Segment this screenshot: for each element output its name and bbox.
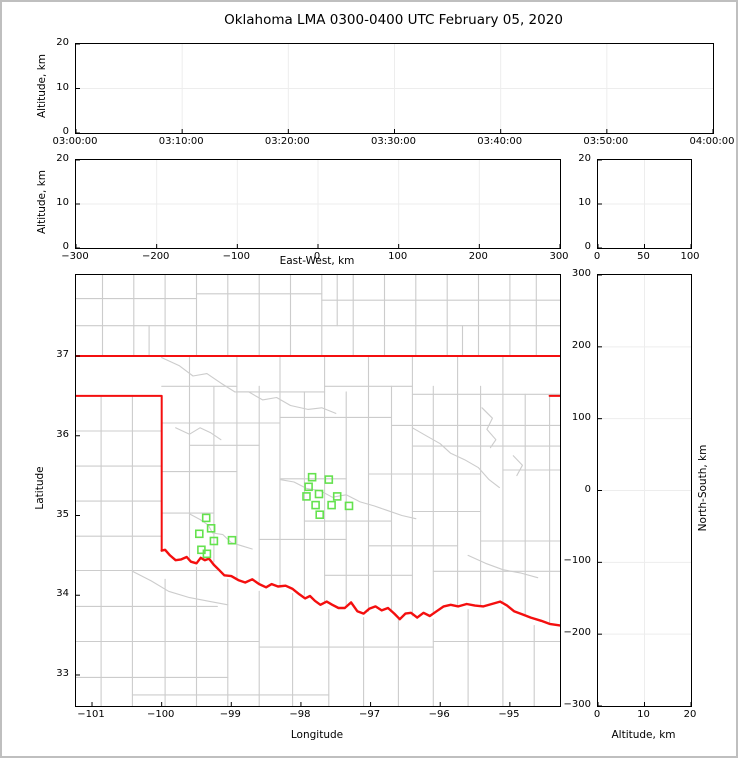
y-tick-label: 0 xyxy=(584,483,591,495)
x-tick-label: 03:40:00 xyxy=(477,136,523,147)
y-tick-label: 20 xyxy=(56,153,69,164)
y-tick-label: 34 xyxy=(56,588,69,600)
x-tick-label: −95 xyxy=(498,709,520,720)
x-tick-label: −100 xyxy=(222,251,251,262)
y-tick-label: 0 xyxy=(62,126,69,137)
lma-source-marker xyxy=(315,510,324,519)
x-tick-label: 0 xyxy=(313,251,321,262)
x-tick-label: 03:20:00 xyxy=(264,136,310,147)
lma-source-marker xyxy=(195,529,204,539)
y-tick-label: 35 xyxy=(56,508,69,520)
y-tick-label: 200 xyxy=(571,339,591,351)
x-tick-label: 50 xyxy=(637,251,650,262)
lma-source-marker xyxy=(324,475,334,484)
p2-plot-area xyxy=(76,160,560,248)
y-tick-label: 33 xyxy=(56,668,69,679)
county-boundary-line xyxy=(188,513,253,550)
county-boundary-line xyxy=(411,427,500,489)
p5-panel xyxy=(597,274,692,707)
state-boundary-line xyxy=(160,548,560,627)
lma-source-marker xyxy=(302,492,311,501)
y-tick-label: 20 xyxy=(56,37,69,48)
x-tick-label: −96 xyxy=(428,709,450,720)
x-tick-label: 03:10:00 xyxy=(158,136,204,147)
y-tick-label: 0 xyxy=(584,241,591,252)
y-tick-label: −100 xyxy=(563,555,591,567)
x-tick-label: 03:00:00 xyxy=(52,136,98,147)
y-tick-label: 37 xyxy=(56,349,69,360)
x-tick-label: −200 xyxy=(141,251,170,262)
lma-source-marker xyxy=(209,536,219,546)
y-tick-label: 10 xyxy=(578,197,591,208)
y-tick-label: 10 xyxy=(56,81,69,93)
lma-source-marker xyxy=(314,489,324,499)
x-tick-label: 03:50:00 xyxy=(583,136,629,147)
x-tick-label: 20 xyxy=(683,709,697,720)
x-tick-label: −99 xyxy=(219,709,241,720)
county-boundary-line xyxy=(467,554,539,579)
map-xlabel: Longitude xyxy=(290,729,344,741)
lma-source-marker xyxy=(304,482,313,492)
lma-source-marker xyxy=(311,500,320,510)
x-tick-label: −300 xyxy=(61,251,89,262)
y-tick-label: 10 xyxy=(56,197,69,208)
x-tick-label: 0 xyxy=(593,709,601,720)
x-tick-label: 03:30:00 xyxy=(371,136,416,147)
y-tick-label: 20 xyxy=(578,153,591,164)
p1-plot-area xyxy=(76,44,713,133)
county-boundary-line xyxy=(481,407,497,449)
p5-plot-area xyxy=(598,275,691,706)
x-tick-label: −101 xyxy=(77,709,105,720)
p3-panel xyxy=(597,159,692,249)
x-tick-label: 200 xyxy=(468,251,488,262)
northsouth-panel-ylabel: North-South, km xyxy=(697,444,709,532)
x-tick-label: −98 xyxy=(289,709,311,720)
map-plot-area xyxy=(76,275,560,706)
map-panel xyxy=(75,274,561,707)
county-boundary-line xyxy=(175,427,222,441)
x-tick-label: −100 xyxy=(146,709,175,720)
lma-source-marker xyxy=(202,549,212,559)
lma-source-marker xyxy=(227,535,237,545)
p1-panel xyxy=(75,43,714,134)
x-tick-label: 0 xyxy=(593,251,601,262)
x-tick-label: 100 xyxy=(388,251,408,262)
northsouth-panel-xlabel: Altitude, km xyxy=(611,729,676,741)
y-tick-label: 100 xyxy=(571,411,591,423)
lma-source-marker xyxy=(327,500,336,510)
county-boundary-line xyxy=(279,479,417,520)
state-boundary-line xyxy=(76,394,163,552)
x-tick-label: −97 xyxy=(359,709,381,720)
lma-source-marker xyxy=(332,492,342,501)
lma-source-marker xyxy=(206,524,216,533)
y-tick-label: −200 xyxy=(563,627,591,639)
y-tick-label: 36 xyxy=(56,428,69,440)
y-tick-label: −300 xyxy=(563,699,591,710)
y-tick-label: 0 xyxy=(62,241,69,252)
county-boundary-line xyxy=(512,455,523,477)
x-tick-label: 300 xyxy=(549,251,569,262)
y-tick-label: 300 xyxy=(571,268,591,279)
figure-title: Oklahoma LMA 0300-0400 UTC February 05, … xyxy=(224,12,563,28)
p3-plot-area xyxy=(598,160,691,248)
lma-source-marker xyxy=(201,513,211,523)
county-boundary-line xyxy=(161,357,337,414)
lma-source-marker xyxy=(344,501,354,511)
lma-source-marker xyxy=(307,472,317,482)
p2-panel xyxy=(75,159,561,249)
x-tick-label: 100 xyxy=(680,251,700,262)
county-boundary-line xyxy=(131,570,229,606)
x-tick-label: 04:00:00 xyxy=(689,136,735,147)
x-tick-label: 10 xyxy=(637,709,650,720)
eastwest-panel-xlabel: East-West, km xyxy=(279,255,355,267)
